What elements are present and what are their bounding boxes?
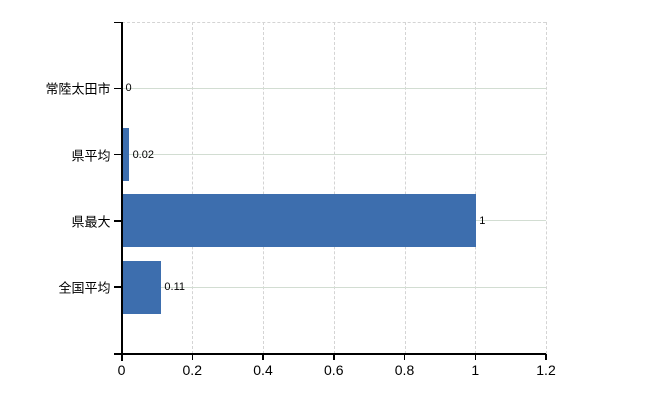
h-gridline: [121, 154, 546, 156]
x-tick-label: 0: [117, 361, 126, 378]
bar-value-label: 1: [479, 214, 486, 227]
v-gridline: [475, 22, 477, 354]
x-tick-label: 0.4: [253, 361, 273, 378]
x-tick-label: 0.8: [394, 361, 415, 378]
bar: [122, 260, 161, 314]
category-tick: [113, 153, 122, 156]
y-axis-line: [120, 22, 123, 361]
v-gridline: [546, 22, 547, 354]
v-gridline: [263, 22, 264, 354]
x-tick: [545, 353, 547, 360]
x-tick-label: 1: [471, 361, 480, 378]
category-tick: [113, 87, 122, 90]
x-tick: [333, 353, 335, 360]
bar-value-label: 0.02: [132, 148, 154, 161]
x-tick: [262, 353, 264, 360]
category-label: 常陸太田市: [45, 81, 111, 97]
bar-value-label: 0: [125, 82, 132, 95]
category-tick: [113, 220, 122, 222]
x-tick-label: 1.2: [536, 361, 556, 378]
x-tick-label: 0.2: [182, 361, 202, 378]
category-label: 県平均: [71, 148, 111, 164]
v-gridline: [192, 22, 194, 354]
bar: [122, 128, 130, 182]
h-gridline: [121, 286, 546, 288]
bar-value-label: 0.11: [164, 281, 185, 294]
h-gridline: [121, 87, 546, 89]
category-label: 県最大: [71, 214, 111, 230]
x-axis-line: [113, 352, 546, 355]
x-tick: [403, 353, 406, 360]
x-tick-label: 0.6: [324, 361, 344, 378]
y-axis-top-tick: [113, 21, 122, 23]
x-tick: [474, 353, 476, 360]
category-label: 全国平均: [58, 280, 111, 296]
v-gridline: [404, 22, 406, 354]
x-tick: [191, 353, 193, 360]
v-gridline: [333, 22, 335, 354]
category-tick: [113, 286, 122, 288]
bar: [122, 194, 476, 248]
x-tick: [120, 353, 123, 360]
